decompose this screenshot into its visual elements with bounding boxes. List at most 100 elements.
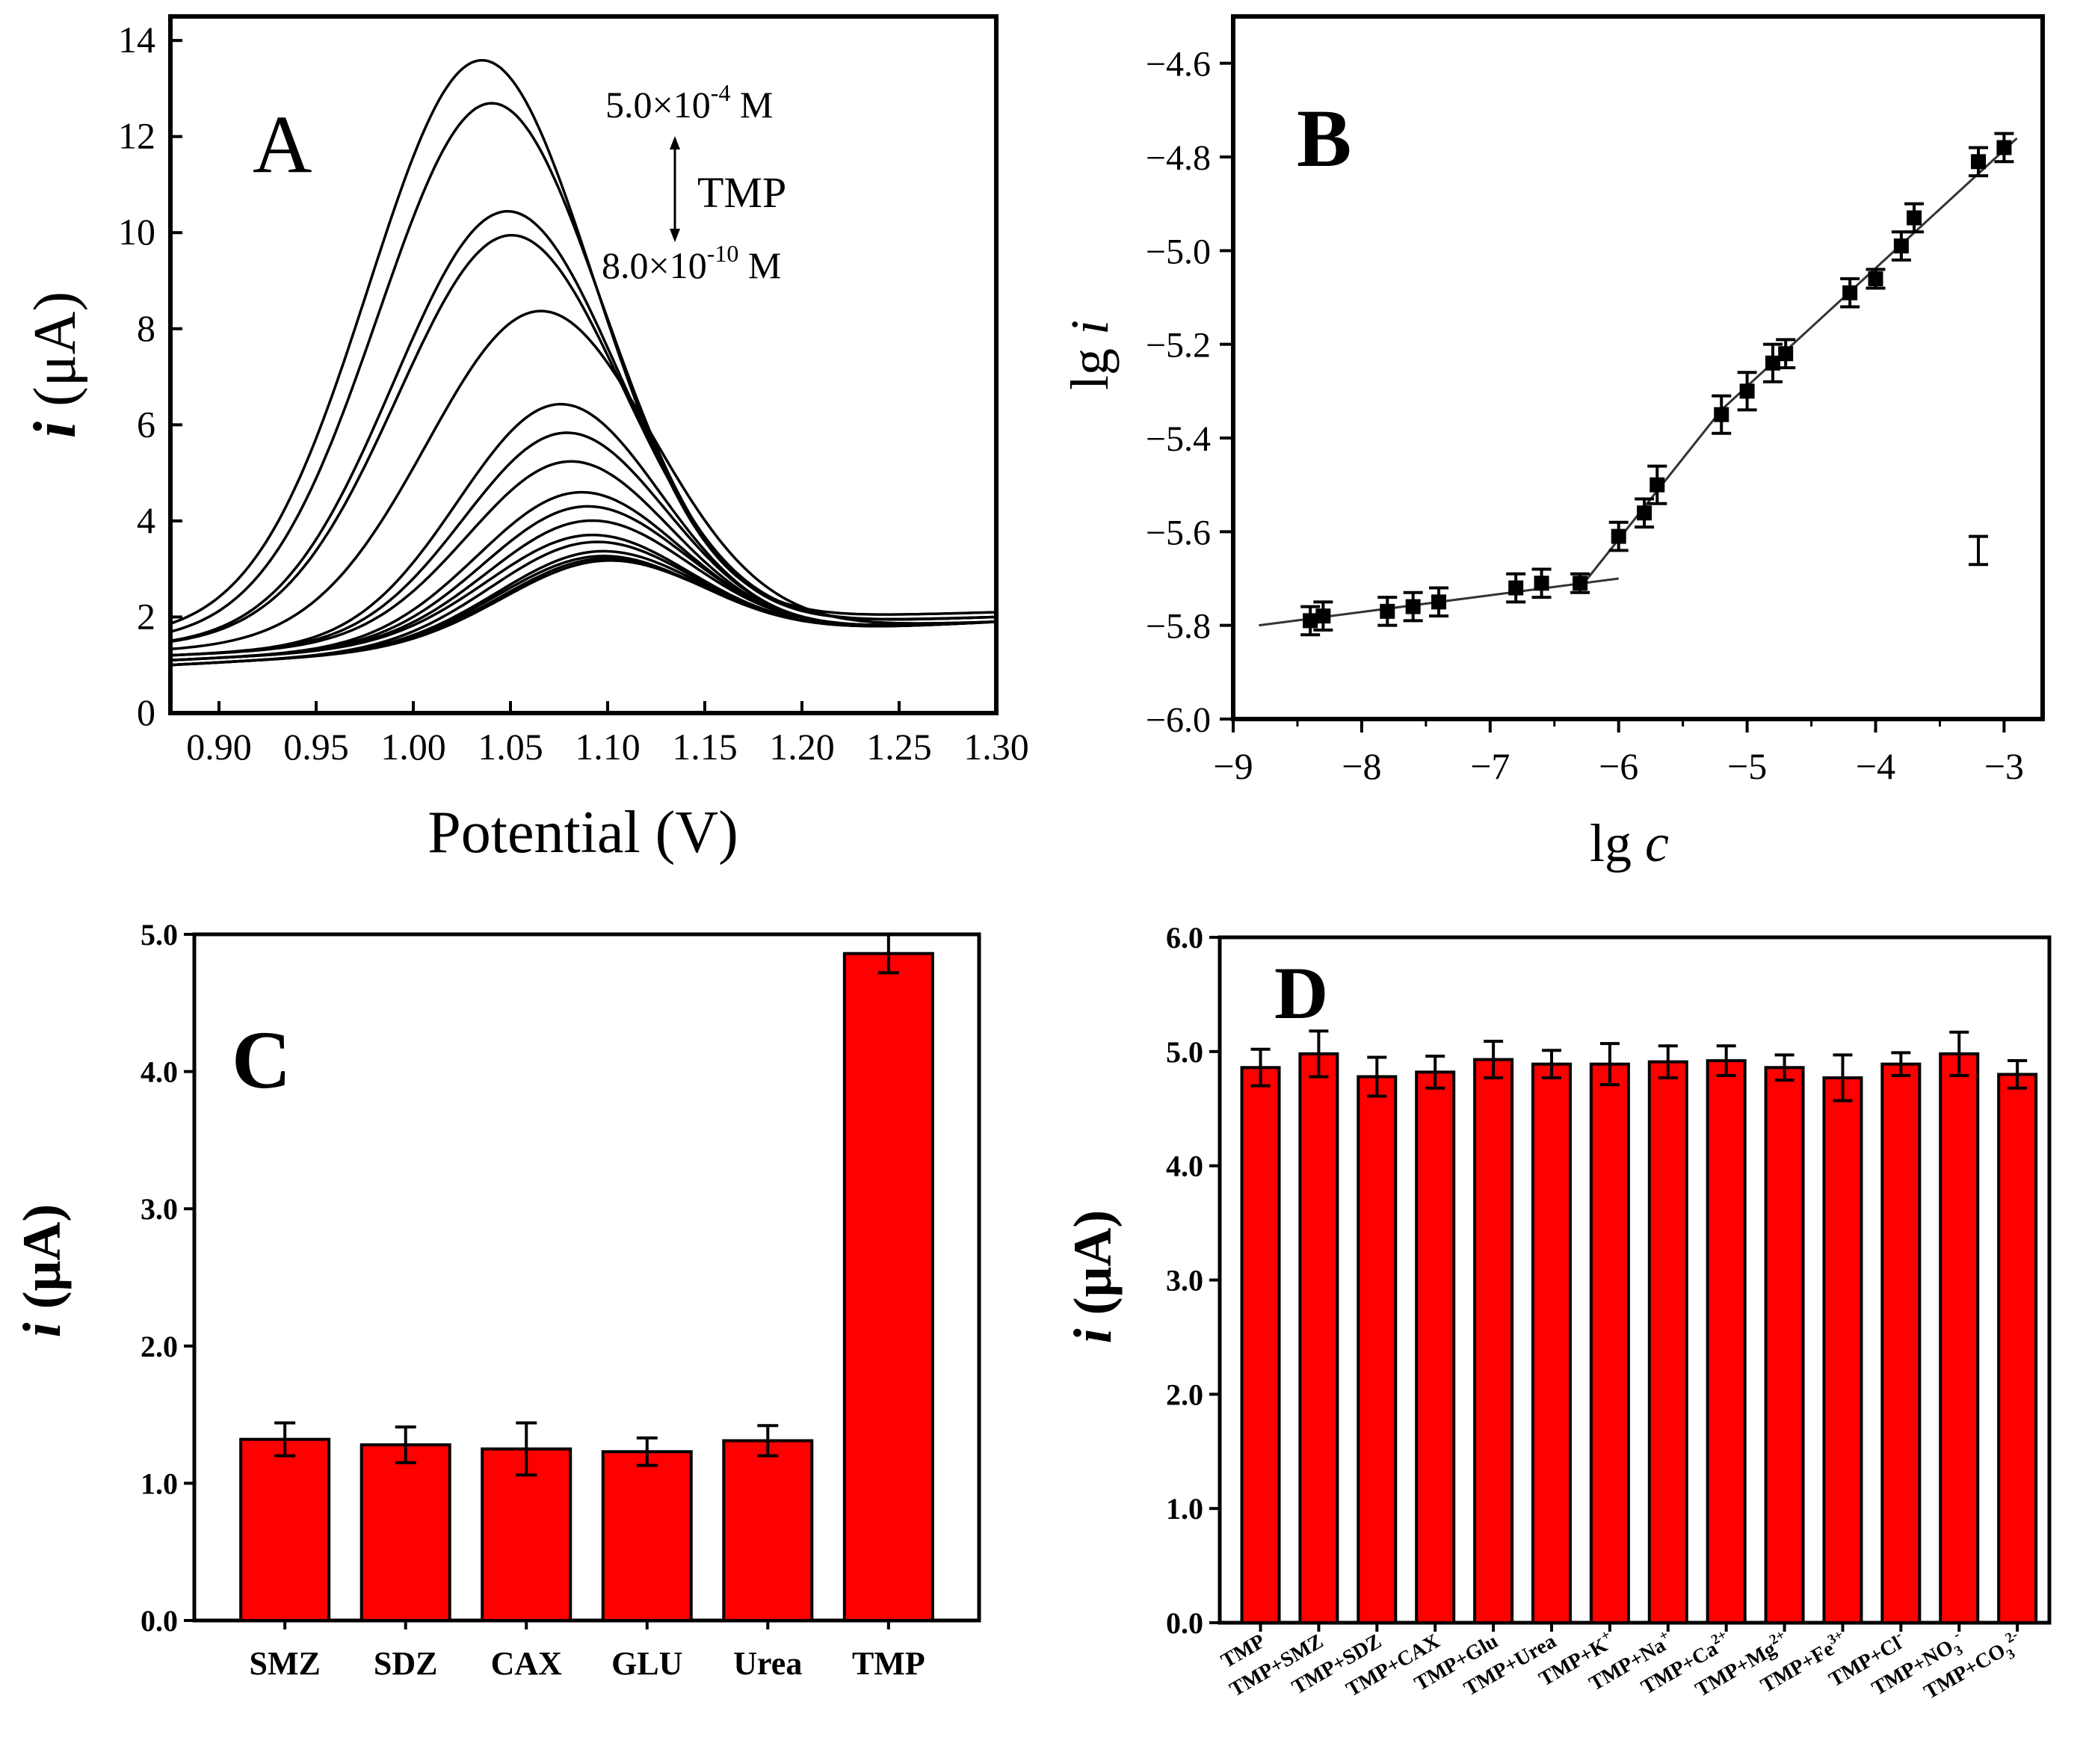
panel-d-bar-3: [1357, 1075, 1398, 1624]
panel-c-xtick-label: SDZ: [374, 1645, 438, 1682]
panel-b-xtick-label: −8: [1342, 745, 1381, 787]
panel-b-ytick-label: −6.0: [1146, 700, 1211, 740]
panel-a-annotation-arrow: [670, 136, 680, 242]
panel-a-xtick-label: 1.00: [380, 726, 446, 768]
panel-b-ytick-label: −4.6: [1146, 45, 1211, 84]
panel-d-bar-2: [1298, 1052, 1339, 1624]
panel-a-curve-5: [170, 309, 997, 651]
panel-b-ytick-label: −5.6: [1146, 513, 1211, 552]
panel-b-ylabel: lg i: [1060, 320, 1120, 390]
panel-b-point-9: [1611, 528, 1626, 544]
panel-b-xtick-label: −5: [1727, 745, 1767, 787]
panel-b-point-16: [1842, 285, 1858, 300]
panel-c-xtick-label: GLU: [611, 1645, 682, 1682]
panel-b-xtick-label: −4: [1856, 745, 1895, 787]
panel-a-xtick-label: 1.20: [769, 726, 835, 768]
panel-a-xlabel: Potential (V): [428, 800, 738, 866]
panel-c-bar-smz: [239, 1437, 331, 1622]
panel-d-bar-11: [1822, 1076, 1863, 1624]
panel-b-point-3: [1380, 603, 1395, 619]
panel-c-ytick-label: 5.0: [141, 918, 178, 952]
panel-d-bar-9: [1706, 1059, 1747, 1625]
panel-c-bar-cax: [481, 1447, 573, 1622]
panel-a-ytick-label: 6: [137, 403, 155, 445]
panel-b: −9 −8 −7 −6 −5 −4 −3 −6.0 −5.8 −5.6 −5.4 −5.2 −5.0 −4…: [1060, 14, 2045, 873]
panel-c-ytick-label: 3.0: [141, 1192, 178, 1226]
panel-c-bar-glu: [601, 1450, 693, 1622]
panel-d-bar-13: [1939, 1052, 1980, 1624]
panel-b-point-7: [1534, 576, 1549, 591]
panel-a-axes: 0.90 0.95 1.00 1.05 1.10 1.15 1.20 1.25 1.30 0 2 4 6…: [118, 19, 1029, 768]
panel-c-xtick-label: TMP: [852, 1645, 925, 1682]
panel-b-ytick-label: −4.8: [1146, 138, 1211, 178]
panel-b-point-13: [1739, 383, 1755, 399]
panel-b-point-1: [1303, 613, 1318, 629]
panel-b-points: [1300, 132, 2014, 637]
panel-b-point-2: [1315, 608, 1331, 624]
panel-a-ytick-label: 2: [137, 595, 155, 637]
panel-a-xtick-label: 1.15: [672, 726, 738, 768]
panel-a-ytick-label: 12: [118, 115, 155, 157]
panel-d-bars: [1240, 1029, 2038, 1625]
panel-d-ytick-label: 6.0: [1166, 921, 1203, 955]
panel-b-point-18: [1893, 238, 1909, 254]
panel-a-curves: [170, 58, 997, 667]
panel-a-xtick-label: 1.10: [575, 726, 641, 768]
panel-c-ytick-label: 0.0: [141, 1604, 178, 1638]
panel-d-ytick-label: 4.0: [1166, 1150, 1203, 1183]
panel-c-bar-urea: [722, 1439, 814, 1623]
panel-d-bar-5: [1473, 1058, 1514, 1624]
panel-a-curve-17: [170, 559, 997, 667]
panel-a-curve-10: [170, 505, 997, 662]
panel-b-point-17: [1868, 271, 1883, 286]
panel-b-xtick-label: −9: [1213, 745, 1253, 787]
panel-b-point-5: [1431, 594, 1447, 610]
panel-b-ytick-label: −5.4: [1146, 419, 1211, 459]
panel-a-xtick-label: 0.90: [186, 726, 252, 768]
panel-a-annotation-bottom: 8.0×10-10 M: [602, 240, 781, 286]
panel-b-xtick-label: −6: [1599, 745, 1638, 787]
panel-d-ytick-label: 1.0: [1166, 1492, 1203, 1526]
panel-c-ytick-label: 1.0: [141, 1467, 178, 1500]
panel-c-xtick-label: SMZ: [249, 1645, 320, 1682]
panel-a-annotation-mid: TMP: [697, 168, 786, 217]
panel-b-point-4: [1405, 599, 1421, 614]
panel-b-axes: −9 −8 −7 −6 −5 −4 −3 −6.0 −5.8 −5.6 −5.4 −5.2 −5.0 −4…: [1146, 45, 2024, 787]
panel-d-bar-1: [1240, 1066, 1281, 1624]
panel-d-ytick-label: 2.0: [1166, 1378, 1203, 1411]
panel-a-ytick-label: 0: [137, 691, 155, 733]
panel-b-point-20: [1971, 154, 1987, 170]
panel-d-ylabel: i (μA): [1063, 1210, 1123, 1344]
panel-a-curve-16: [170, 557, 997, 667]
panel-c-ylabel: i (μA): [12, 1204, 72, 1338]
panel-a-curve-11: [170, 519, 997, 662]
panel-a-frame: [168, 14, 999, 715]
panel-c-label: C: [232, 1014, 291, 1105]
panel-b-point-15: [1778, 346, 1794, 362]
panel-d-bar-8: [1647, 1060, 1688, 1625]
panel-c-frame: [192, 932, 981, 1623]
panel-d-ytick-label: 0.0: [1166, 1606, 1203, 1640]
panel-b-ytick-label: −5.8: [1146, 607, 1211, 647]
panel-a-xtick-label: 1.25: [866, 726, 932, 768]
panel-a: 0.90 0.95 1.00 1.05 1.10 1.15 1.20 1.25 1.30 0 2 4 6…: [22, 14, 1029, 866]
panel-c-bars: [239, 933, 934, 1623]
panel-b-ytick-label: −5.0: [1146, 232, 1211, 271]
panel-b-ytick-label: −5.2: [1146, 326, 1211, 366]
panel-b-point-10: [1637, 505, 1652, 521]
panel-b-frame: [1231, 14, 2045, 721]
panel-d-bar-12: [1880, 1062, 1922, 1624]
panel-b-point-21: [1996, 140, 2012, 155]
panel-b-point-11: [1650, 477, 1665, 493]
panel-a-curve-15: [170, 555, 997, 667]
panel-a-xtick-label: 0.95: [283, 726, 349, 768]
panel-c-bar-sdz: [359, 1443, 451, 1622]
panel-c-xtick-label: CAX: [491, 1645, 563, 1682]
panel-a-annotation-top: 5.0×10-4 M: [605, 79, 773, 126]
panel-b-point-19: [1907, 210, 1922, 226]
panel-a-ytick-label: 14: [118, 19, 155, 61]
panel-a-xtick-label: 1.30: [963, 726, 1029, 768]
panel-b-xtick-label: −7: [1470, 745, 1510, 787]
